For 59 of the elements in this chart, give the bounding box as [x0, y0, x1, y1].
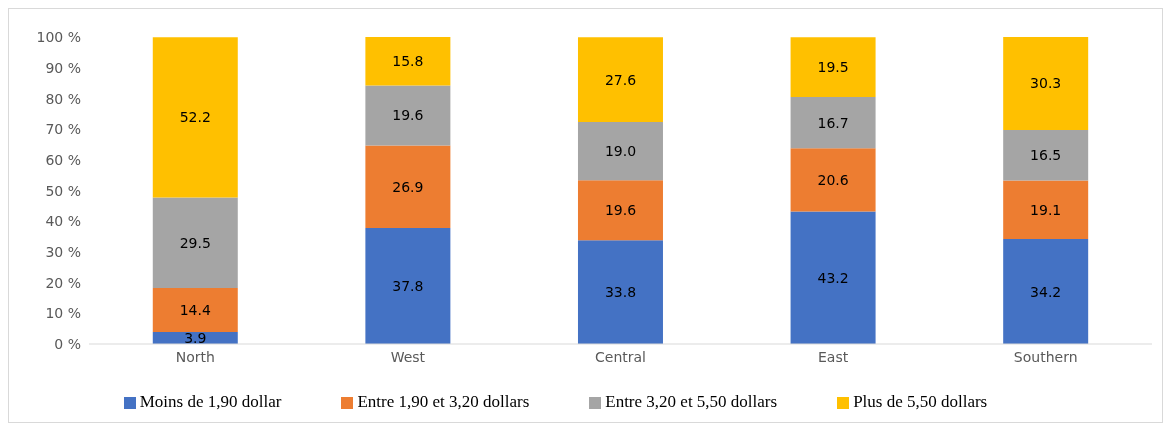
y-tick-label: 30 %	[45, 243, 81, 260]
data-label: 19.1	[1030, 201, 1062, 218]
bar	[790, 37, 876, 98]
y-tick-label: 70 %	[45, 121, 81, 138]
bar	[1003, 129, 1089, 181]
bar	[365, 37, 451, 86]
data-label: 26.9	[392, 178, 424, 195]
data-label: 15.8	[392, 53, 424, 70]
data-label: 16.7	[817, 114, 849, 131]
data-label: 19.6	[604, 202, 637, 219]
legend-label: Entre 3,20 et 5,50 dollars	[605, 392, 778, 411]
x-tick-label: North	[175, 348, 215, 365]
y-tick-label: 10 %	[45, 305, 81, 322]
y-tick-label: 40 %	[45, 213, 81, 230]
y-tick-label: 60 %	[45, 151, 81, 168]
legend-label: Plus de 5,50 dollars	[853, 392, 988, 411]
bar	[1003, 37, 1089, 130]
data-label: 27.6	[604, 71, 637, 88]
bar	[790, 211, 876, 344]
x-tick-label: West	[390, 348, 426, 365]
x-tick-label: East	[817, 348, 849, 365]
bar	[577, 37, 663, 122]
y-tick-label: 90 %	[45, 59, 81, 76]
data-label: 30.3	[1030, 75, 1062, 92]
bar	[1003, 239, 1089, 344]
data-label: 43.2	[817, 269, 849, 286]
bar	[365, 145, 451, 229]
y-tick-label: 50 %	[45, 182, 81, 199]
legend-label: Entre 1,90 et 3,20 dollars	[357, 392, 530, 411]
x-tick-label: Southern	[1013, 348, 1078, 365]
y-tick-label: 0 %	[54, 335, 81, 352]
data-label: 19.0	[604, 143, 637, 160]
bar	[577, 121, 663, 181]
y-tick-label: 20 %	[45, 274, 81, 291]
bar	[365, 85, 451, 146]
bar	[790, 148, 876, 212]
data-label: 52.2	[179, 109, 211, 126]
bar	[365, 228, 451, 344]
bar	[577, 180, 663, 241]
data-label: 34.2	[1030, 283, 1062, 300]
bar	[577, 240, 663, 344]
bar	[152, 37, 238, 198]
bar	[152, 197, 238, 288]
bar	[1003, 180, 1089, 240]
data-label: 37.8	[392, 278, 424, 294]
data-label: 16.5	[1030, 147, 1062, 164]
data-label: 29.5	[179, 234, 211, 251]
data-label: 33.8	[604, 284, 637, 301]
data-label: 19.6	[392, 107, 424, 124]
y-tick-label: 80 %	[45, 90, 81, 107]
data-label: 19.5	[817, 59, 849, 76]
x-tick-label: Central	[595, 348, 646, 365]
bar	[790, 97, 876, 149]
data-label: 20.6	[817, 171, 849, 188]
data-label: 14.4	[179, 301, 211, 318]
data-label: 3.9	[184, 329, 207, 346]
y-tick-label: 100 %	[36, 29, 81, 46]
bar	[152, 287, 238, 333]
legend-label: Moins de 1,90 dollar	[139, 392, 282, 411]
